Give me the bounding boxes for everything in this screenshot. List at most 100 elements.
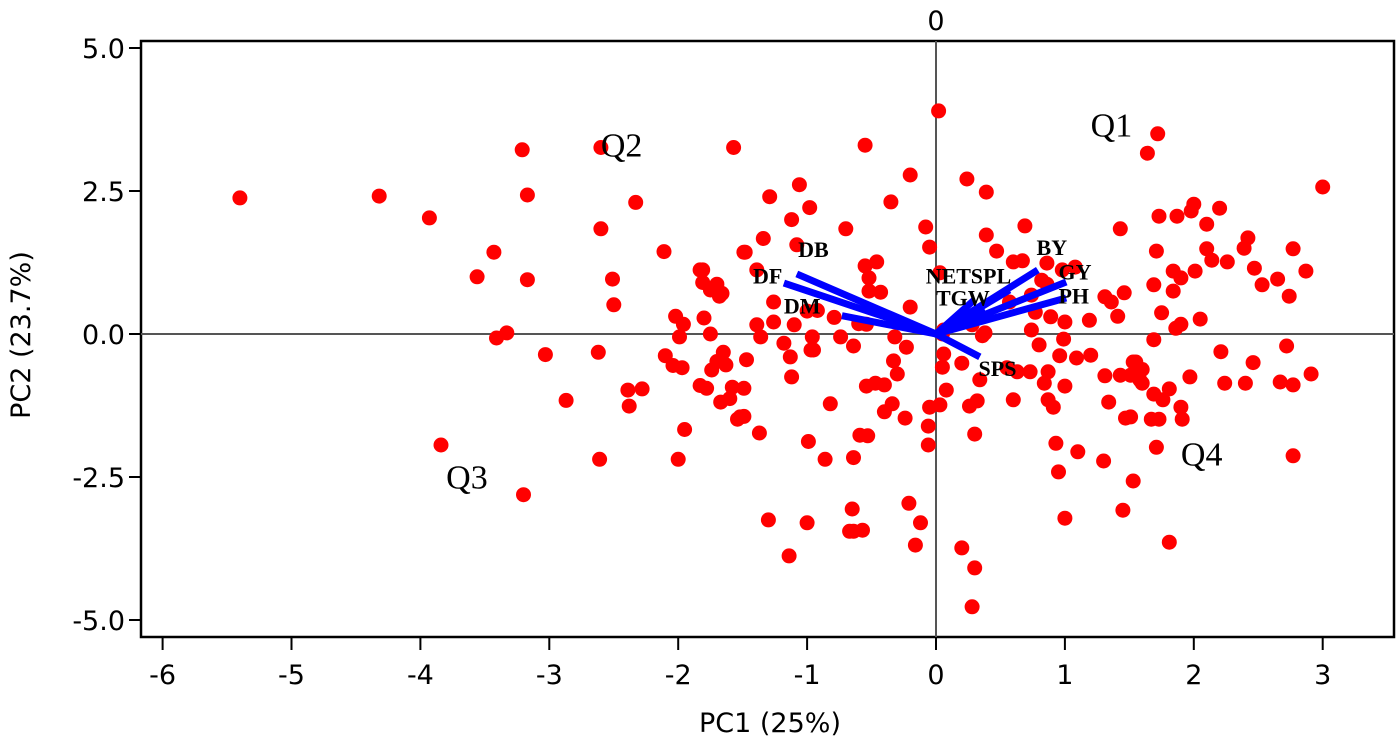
data-point xyxy=(857,137,873,153)
data-point xyxy=(889,366,905,382)
data-point xyxy=(876,377,892,393)
data-point xyxy=(844,501,860,517)
data-point xyxy=(724,379,740,395)
y-axis-ticks: 5.0 2.5 0.0 -2.5 -5.0 xyxy=(72,34,141,637)
data-point xyxy=(978,227,994,243)
data-point xyxy=(802,200,818,216)
data-point xyxy=(800,434,816,449)
data-point xyxy=(1045,399,1061,415)
data-point xyxy=(938,382,954,398)
data-point xyxy=(781,548,797,564)
y-tick-label: -5.0 xyxy=(72,606,125,637)
data-point xyxy=(751,425,767,441)
data-point xyxy=(1067,259,1083,275)
data-point xyxy=(922,239,938,255)
data-point xyxy=(913,515,928,531)
vector-label-net: NET xyxy=(926,264,972,289)
data-point xyxy=(1023,322,1039,338)
data-point xyxy=(1057,510,1073,526)
data-point xyxy=(519,187,535,203)
data-point xyxy=(936,346,952,362)
data-point xyxy=(826,309,842,325)
data-point xyxy=(1097,368,1113,384)
data-point xyxy=(516,487,531,503)
data-point xyxy=(1146,277,1162,293)
quadrant-label-q3: Q3 xyxy=(446,459,488,496)
data-point xyxy=(677,422,693,437)
data-point xyxy=(1285,241,1301,257)
data-point xyxy=(817,451,833,467)
data-point xyxy=(739,352,754,368)
data-point xyxy=(1057,378,1073,394)
data-point xyxy=(860,428,876,444)
data-point xyxy=(592,451,608,467)
data-point xyxy=(978,184,994,200)
vector-label-spl: SPL xyxy=(971,264,1011,289)
data-point xyxy=(876,404,892,420)
data-point xyxy=(806,342,821,358)
data-point xyxy=(634,381,650,397)
data-point xyxy=(766,314,782,330)
data-point xyxy=(1298,263,1314,279)
data-point xyxy=(934,359,950,375)
data-point xyxy=(433,437,449,453)
data-point xyxy=(901,495,917,511)
data-point xyxy=(1039,255,1055,271)
quadrant-label-q4: Q4 xyxy=(1181,437,1223,474)
data-point xyxy=(232,190,248,206)
data-point xyxy=(1168,320,1184,336)
data-point xyxy=(1315,179,1331,195)
data-point xyxy=(873,284,889,300)
vector-label-by: BY xyxy=(1037,235,1068,260)
data-point xyxy=(1285,448,1301,464)
x-tick-label: 3 xyxy=(1314,660,1331,691)
data-point xyxy=(1212,200,1228,216)
data-point xyxy=(907,537,923,553)
data-point xyxy=(371,188,387,204)
data-point xyxy=(696,310,712,326)
data-point xyxy=(749,262,765,278)
data-point xyxy=(672,329,687,345)
data-point xyxy=(1128,354,1144,370)
y-tick-label: 0.0 xyxy=(82,320,125,351)
data-point xyxy=(784,212,800,228)
data-point xyxy=(1101,394,1117,410)
data-point xyxy=(1096,453,1112,469)
data-point xyxy=(902,299,918,315)
data-point xyxy=(714,285,730,301)
data-point xyxy=(1285,377,1301,393)
data-point xyxy=(972,372,988,388)
data-point xyxy=(791,177,807,193)
data-point xyxy=(902,167,918,183)
data-point xyxy=(959,171,975,187)
data-point xyxy=(1174,411,1190,427)
data-point xyxy=(954,540,970,556)
data-point xyxy=(628,194,644,210)
data-point xyxy=(1054,262,1070,278)
data-point xyxy=(499,325,515,341)
data-point xyxy=(670,451,686,467)
vector-label-dm: DM xyxy=(784,293,821,318)
vector-label-sps: SPS xyxy=(979,356,1017,381)
x-axis-title: PC1 (25%) xyxy=(699,708,841,739)
data-point xyxy=(1112,367,1128,383)
data-point xyxy=(1237,375,1253,391)
data-point xyxy=(421,210,437,226)
data-point xyxy=(1173,399,1189,415)
data-point xyxy=(1254,277,1270,293)
data-point xyxy=(1217,375,1233,391)
data-point xyxy=(1017,218,1033,234)
vector-sps xyxy=(934,330,982,360)
data-point xyxy=(1056,331,1072,347)
quadrant-label-q1: Q1 xyxy=(1091,108,1133,145)
observation-points xyxy=(232,103,1331,615)
data-point xyxy=(918,219,934,235)
y-axis-title: PC2 (23.7%) xyxy=(6,251,37,419)
data-point xyxy=(1036,375,1052,391)
data-point xyxy=(784,369,800,385)
data-point xyxy=(1183,203,1199,219)
x-tick-label: -3 xyxy=(536,660,563,691)
data-point xyxy=(1040,364,1056,380)
data-point xyxy=(842,523,858,539)
data-point xyxy=(1187,263,1203,279)
